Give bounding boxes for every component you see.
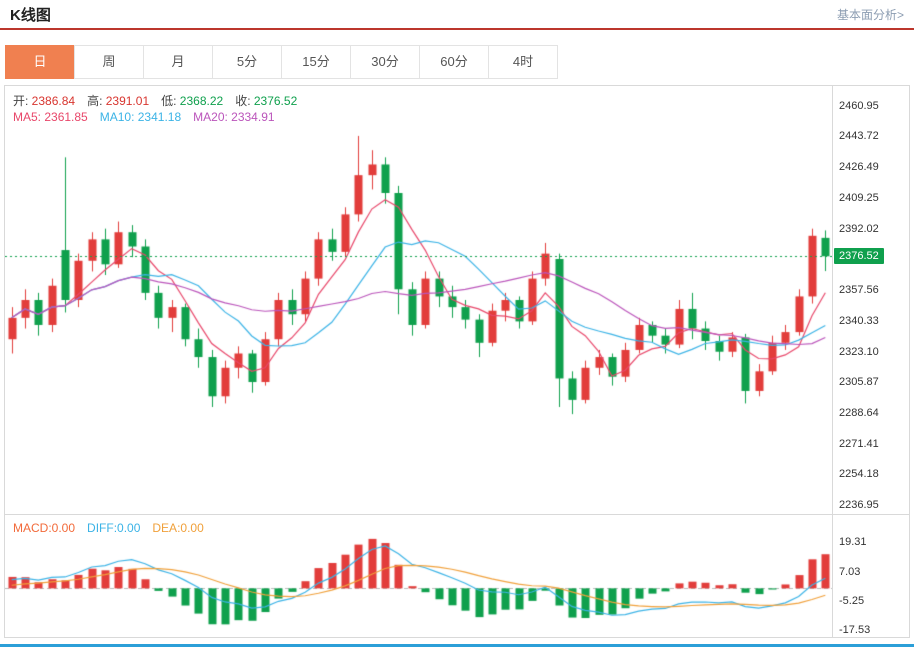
legend-item: 高: 2391.01	[87, 94, 150, 108]
macd-row: MACD:0.00 DIFF:0.00 DEA:0.00 19.31 7.03 -5.2…	[5, 514, 909, 637]
kline-panel: 开: 2386.84 高: 2391.01 低: 2368.22 收: 2376.52…	[4, 85, 910, 638]
legend-item: 收: 2376.52	[235, 94, 298, 108]
price-tick-label: 2305.87	[839, 376, 879, 389]
macd-tick-label: 19.31	[839, 536, 867, 549]
price-tick-label: 2340.33	[839, 314, 879, 327]
main-chart-canvas[interactable]	[5, 86, 832, 514]
macd-chart-canvas[interactable]	[5, 515, 832, 637]
tab-周[interactable]: 周	[74, 45, 144, 79]
tab-日[interactable]: 日	[5, 45, 75, 79]
price-axis: 2460.95 2443.72 2426.49 2409.25 2392.02 2357.…	[832, 86, 909, 514]
macd-tick-label: -17.53	[839, 624, 871, 637]
price-tick-label: 2443.72	[839, 130, 879, 143]
macd-tick-label: 7.03	[839, 565, 861, 578]
price-tick-label: 2236.95	[839, 499, 879, 512]
legend-item: DIFF:0.00	[87, 521, 141, 535]
price-tick-label: 2254.18	[839, 468, 879, 481]
price-tick-label: 2426.49	[839, 161, 879, 174]
price-tick-label: 2323.10	[839, 345, 879, 358]
main-chart-row: 开: 2386.84 高: 2391.01 低: 2368.22 收: 2376.52…	[5, 86, 909, 514]
tab-4时[interactable]: 4时	[488, 45, 558, 79]
page-title: K线图	[10, 6, 51, 24]
ohlc-legend: 开: 2386.84 高: 2391.01 低: 2368.22 收: 2376.52	[13, 92, 309, 109]
tab-bar: 日周月 5分 15分 30分 60分 4时	[5, 45, 914, 79]
legend-item: 开: 2386.84	[13, 94, 76, 108]
legend-item: MA10: 2341.18	[99, 110, 182, 124]
legend-item: MACD:0.00	[13, 521, 76, 535]
header: K线图 基本面分析>	[0, 0, 914, 30]
tab-15分[interactable]: 15分	[281, 45, 351, 79]
price-tick-label: 2288.64	[839, 406, 879, 419]
macd-tick-label: -5.25	[839, 594, 865, 607]
ma-legend: MA5: 2361.85 MA10: 2341.18 MA20: 2334.91	[13, 110, 287, 124]
main-plot: 开: 2386.84 高: 2391.01 低: 2368.22 收: 2376.52…	[5, 86, 832, 514]
tab-30分[interactable]: 30分	[350, 45, 420, 79]
macd-axis: 19.31 7.03 -5.25 -17.53	[832, 515, 909, 637]
macd-plot: MACD:0.00 DIFF:0.00 DEA:0.00	[5, 515, 832, 637]
legend-item: MA5: 2361.85	[13, 110, 88, 124]
price-tick-label: 2392.02	[839, 222, 879, 235]
tab-60分[interactable]: 60分	[419, 45, 489, 79]
tab-月[interactable]: 月	[143, 45, 213, 79]
price-tick-label: 2409.25	[839, 191, 879, 204]
fundamental-analysis-link[interactable]: 基本面分析>	[836, 7, 904, 22]
legend-item: DEA:0.00	[152, 521, 204, 535]
legend-item: MA20: 2334.91	[193, 110, 275, 124]
tab-5分[interactable]: 5分	[212, 45, 282, 79]
bottom-accent-bar	[0, 644, 914, 647]
price-tick-label: 2460.95	[839, 99, 879, 112]
macd-legend: MACD:0.00 DIFF:0.00 DEA:0.00	[13, 521, 216, 535]
legend-item: 低: 2368.22	[161, 94, 224, 108]
current-price-tag: 2376.52	[834, 248, 884, 265]
price-tick-label: 2357.56	[839, 284, 879, 297]
price-tick-label: 2271.41	[839, 437, 879, 450]
